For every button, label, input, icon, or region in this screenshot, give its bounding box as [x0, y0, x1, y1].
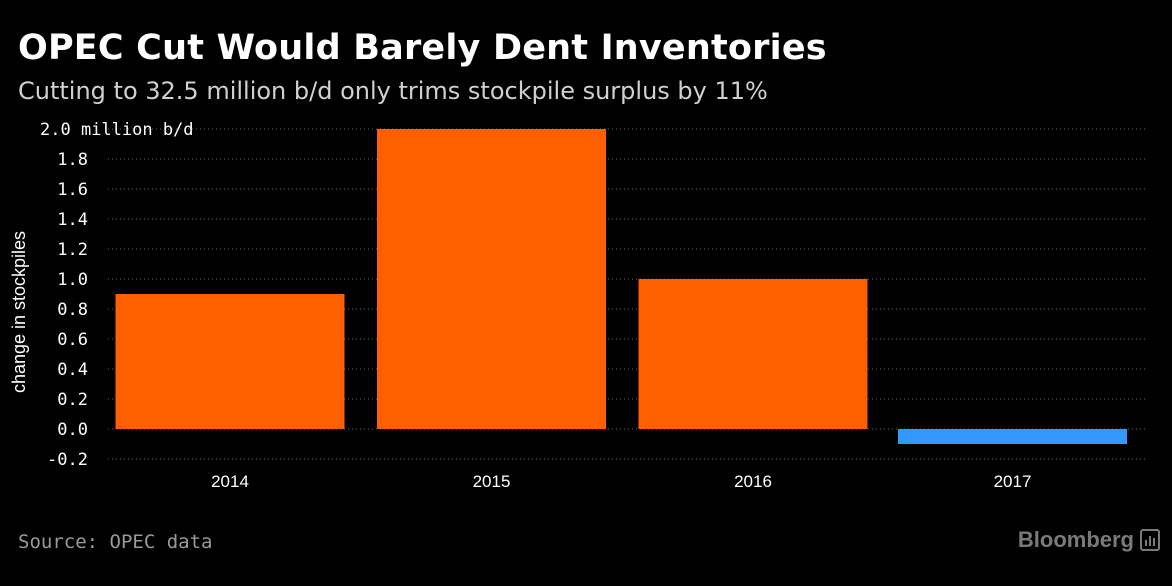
y-tick-label: 0.8 [57, 300, 88, 320]
x-tick-label: 2017 [994, 472, 1032, 491]
x-tick-label: 2014 [211, 472, 249, 491]
y-tick-label: -0.2 [47, 450, 88, 470]
bar-2017 [898, 429, 1127, 444]
source-note: Source: OPEC data [18, 531, 213, 553]
y-tick-label: 0.0 [57, 420, 88, 440]
y-tick-label: 0.2 [57, 390, 88, 410]
y-tick-label: 1.0 [57, 270, 88, 290]
chart-title: OPEC Cut Would Barely Dent Inventories [18, 28, 827, 68]
y-tick-label: 2.0 million b/d [40, 120, 194, 140]
chart-subtitle: Cutting to 32.5 million b/d only trims s… [18, 77, 768, 105]
y-tick-label: 0.4 [57, 360, 88, 380]
x-axis-ticks: 2014 2015 2016 2017 [211, 472, 1031, 491]
brand-label: Bloomberg [1017, 527, 1134, 552]
y-tick-label: 1.8 [57, 150, 88, 170]
y-tick-label: 1.6 [57, 180, 88, 200]
y-tick-label: 1.2 [57, 240, 88, 260]
bar-2015 [377, 129, 606, 429]
bar-2016 [638, 279, 868, 429]
y-axis-label: change in stockpiles [9, 231, 29, 393]
gridlines [108, 128, 1148, 460]
bars [115, 129, 1127, 444]
y-axis-ticks: 2.0 million b/d 1.8 1.6 1.4 1.2 1.0 0.8 0.6 0.4 0… [40, 120, 194, 470]
bloomberg-logo: Bloomberg [1018, 527, 1160, 553]
x-tick-label: 2015 [473, 472, 511, 491]
x-tick-label: 2016 [734, 472, 772, 491]
bloomberg-terminal-icon [1140, 529, 1160, 551]
y-tick-label: 1.4 [57, 210, 88, 230]
bar-2014 [115, 294, 345, 429]
y-tick-label: 0.6 [57, 330, 88, 350]
